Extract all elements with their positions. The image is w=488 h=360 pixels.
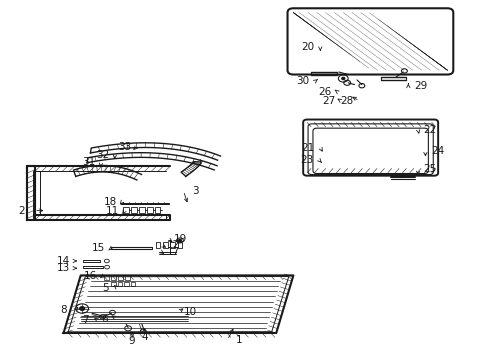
Bar [130,282,135,286]
Bar [131,207,137,213]
Bar [123,207,129,213]
Text: 11: 11 [105,206,119,216]
Circle shape [80,307,84,310]
Text: 24: 24 [430,146,444,156]
Text: 1: 1 [236,335,243,345]
Text: 5: 5 [102,283,108,293]
Bar [170,242,175,248]
Circle shape [341,77,344,80]
Text: 23: 23 [300,155,313,165]
Bar [124,275,129,280]
Text: 10: 10 [184,307,197,317]
Text: 31: 31 [82,157,96,167]
Bar [104,275,109,280]
Text: 28: 28 [340,96,353,106]
Text: 7: 7 [82,315,89,325]
Text: 18: 18 [103,197,117,207]
Text: 19: 19 [174,234,187,244]
Text: 25: 25 [423,164,436,174]
Text: 12: 12 [166,240,180,250]
Text: 14: 14 [57,256,70,266]
Text: 9: 9 [128,336,135,346]
Bar [177,242,182,248]
Bar [139,207,144,213]
Text: 33: 33 [118,141,131,152]
Text: 16: 16 [83,271,97,281]
Text: 30: 30 [296,76,309,86]
Text: 17: 17 [166,247,180,257]
Text: 32: 32 [96,150,109,160]
Text: 8: 8 [60,305,67,315]
Bar [111,282,116,286]
Text: 26: 26 [318,87,331,97]
Text: 29: 29 [413,81,427,91]
Text: 2: 2 [19,206,25,216]
Bar [155,242,160,248]
Text: 22: 22 [423,125,436,135]
Text: 13: 13 [57,263,70,273]
Bar [146,207,152,213]
Text: 6: 6 [101,314,107,324]
Bar [118,282,122,286]
Bar [111,275,116,280]
Text: 21: 21 [301,143,314,153]
Text: 20: 20 [301,42,314,52]
Bar [118,275,122,280]
Text: 27: 27 [321,96,335,106]
Text: 15: 15 [92,243,105,253]
Text: 3: 3 [192,186,199,196]
Text: 4: 4 [141,332,147,342]
Bar [154,207,160,213]
Circle shape [178,239,181,242]
Bar [124,282,128,286]
Bar [163,242,167,248]
